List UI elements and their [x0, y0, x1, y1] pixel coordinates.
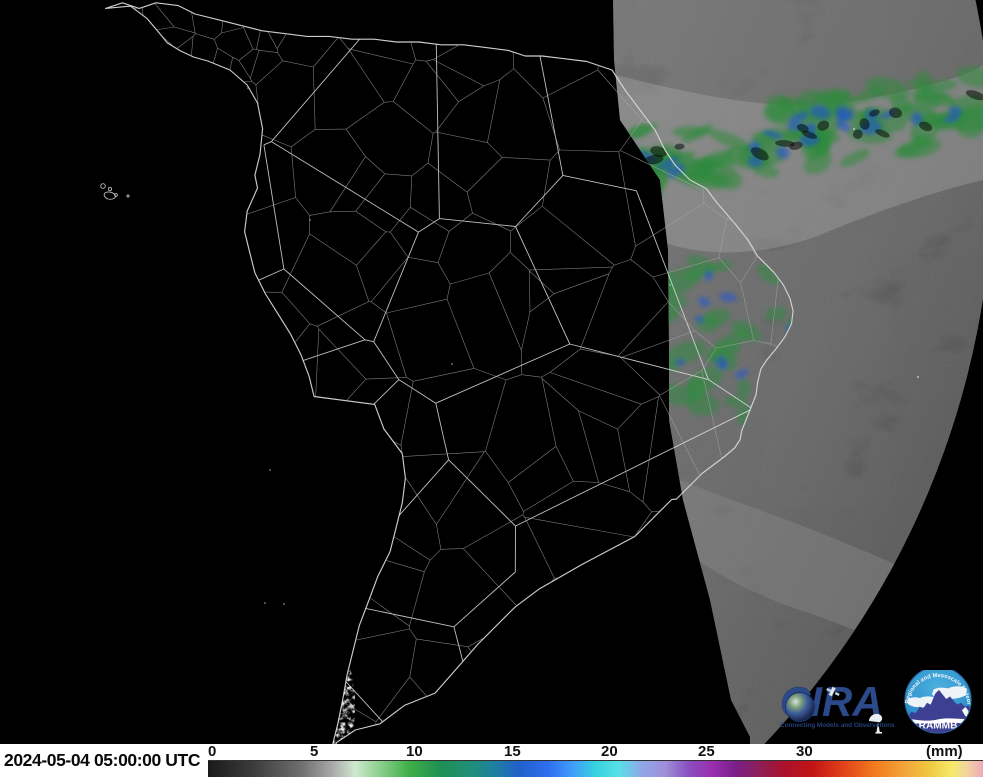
svg-text:Connecting Models and Observat: Connecting Models and Observations: [780, 722, 895, 729]
